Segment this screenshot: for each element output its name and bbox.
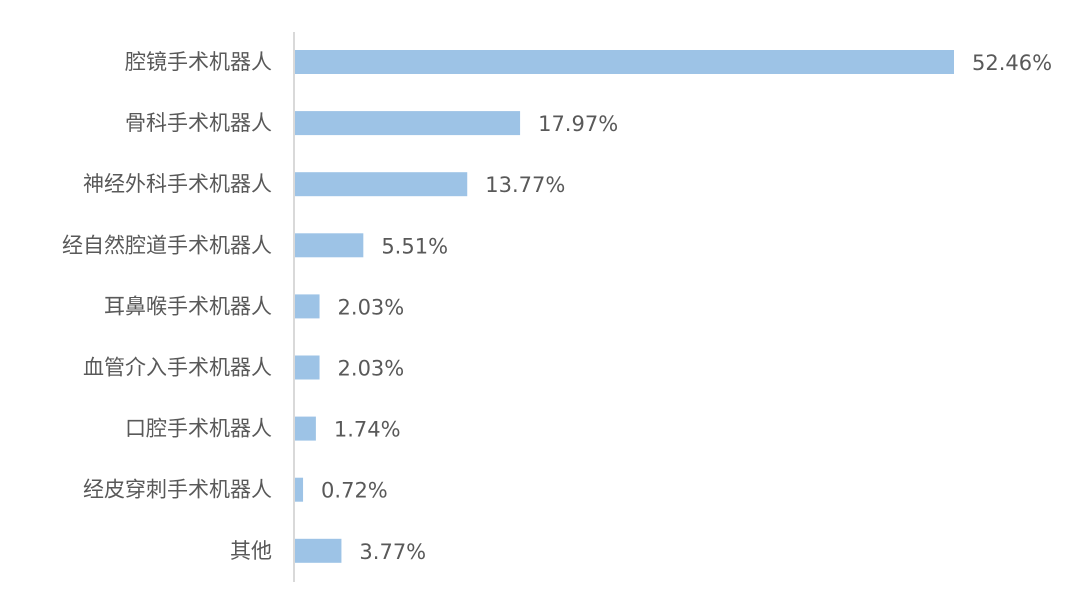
category-label: 口腔手术机器人 xyxy=(125,417,272,441)
bar xyxy=(294,477,304,502)
category-label: 腔镜手术机器人 xyxy=(125,50,272,74)
category-label: 血管介入手术机器人 xyxy=(83,356,272,380)
data-label: 52.46% xyxy=(972,51,1052,75)
data-label: 2.03% xyxy=(338,357,405,381)
bar xyxy=(294,172,468,197)
category-label: 耳鼻喉手术机器人 xyxy=(104,294,272,318)
data-label: 0.72% xyxy=(321,479,388,503)
category-label: 神经外科手术机器人 xyxy=(83,172,272,196)
data-label: 5.51% xyxy=(381,234,448,258)
data-label: 13.77% xyxy=(485,173,565,197)
category-label: 骨科手术机器人 xyxy=(125,111,272,135)
bar xyxy=(294,233,364,258)
bar xyxy=(294,538,342,563)
data-label: 3.77% xyxy=(359,540,426,564)
category-label: 其他 xyxy=(230,539,272,563)
data-label: 17.97% xyxy=(538,112,618,136)
category-label: 经皮穿刺手术机器人 xyxy=(83,478,272,502)
bar xyxy=(294,50,954,74)
bar xyxy=(294,111,521,136)
category-label: 经自然腔道手术机器人 xyxy=(62,233,272,257)
data-label: 1.74% xyxy=(334,418,401,442)
bar xyxy=(294,355,320,380)
data-label: 2.03% xyxy=(338,295,405,319)
bar xyxy=(294,416,316,441)
bar xyxy=(294,294,320,319)
